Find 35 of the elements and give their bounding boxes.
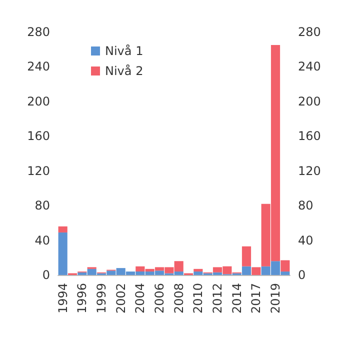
x-tick-label: 2004: [133, 283, 148, 314]
y-tick-label: 80: [34, 198, 50, 213]
bar: [252, 267, 261, 275]
x-tick-label: 2002: [114, 283, 128, 314]
y2-tick-label: 0: [298, 268, 306, 282]
x-tick-label: 1994: [56, 283, 70, 314]
bar: [242, 246, 252, 266]
x-tick-label: 1999: [94, 283, 108, 314]
x-tick-label: 2017: [249, 283, 264, 314]
y2-tick-label: 120: [298, 164, 321, 178]
bar: [58, 232, 68, 275]
y-tick-label: 240: [27, 60, 50, 74]
legend-label: Nivå 1: [105, 44, 144, 58]
y2-tick-label: 280: [298, 25, 321, 39]
x-tick-label: 1996: [75, 283, 90, 314]
x-tick-label: 2012: [210, 283, 224, 314]
y-tick-label: 120: [27, 164, 50, 178]
x-tick-label: 2014: [230, 283, 244, 314]
y2-tick-label: 80: [298, 198, 314, 213]
y-tick-label: 0: [42, 268, 50, 282]
y2-tick-label: 200: [298, 94, 321, 108]
y-tick-label: 200: [27, 94, 50, 108]
bar: [58, 226, 68, 232]
y2-tick-label: 40: [298, 233, 314, 248]
y-tick-label: 160: [27, 129, 50, 144]
y-tick-label: 280: [27, 25, 50, 39]
x-tick-label: 2010: [191, 283, 206, 314]
y2-tick-label: 240: [298, 60, 321, 74]
y2-tick-label: 160: [298, 129, 321, 144]
x-tick-label: 2019: [268, 283, 282, 314]
x-tick-label: 2008: [172, 283, 186, 314]
y-tick-label: 40: [34, 233, 50, 248]
legend-label: Nivå 2: [105, 64, 144, 78]
x-tick-label: 2006: [152, 283, 166, 314]
bar: [194, 268, 203, 272]
